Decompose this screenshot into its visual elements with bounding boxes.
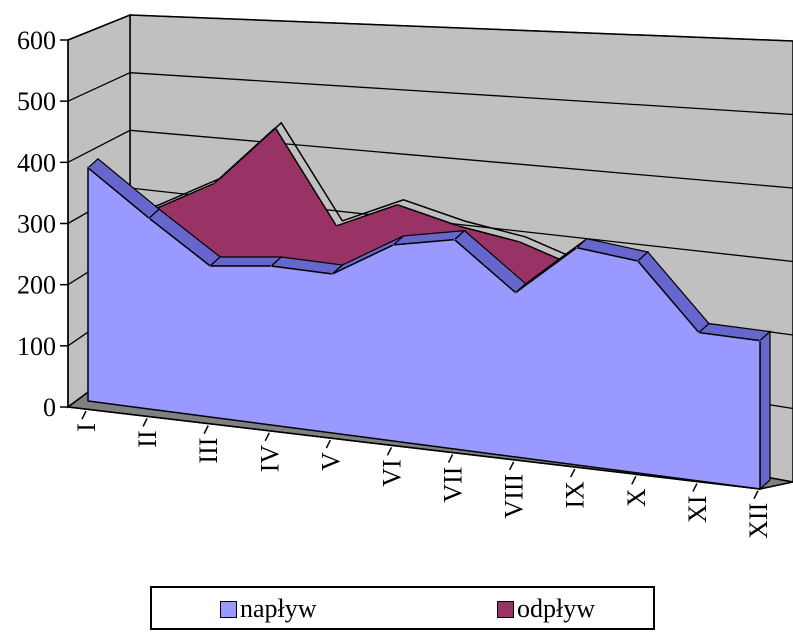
data-point-naplyw xyxy=(453,239,456,241)
legend-label-odplyw: odpływ xyxy=(517,594,595,623)
value-axis-tick-label: 300 xyxy=(17,210,56,239)
category-tick-label: XII xyxy=(744,503,773,539)
data-point-odplyw xyxy=(335,225,337,227)
data-point-odplyw xyxy=(213,182,215,184)
category-tick-label: II xyxy=(133,430,162,447)
value-axis-tick-label: 200 xyxy=(17,271,56,300)
category-axis xyxy=(67,406,761,490)
data-point-naplyw xyxy=(148,217,150,219)
gridline-back xyxy=(129,72,793,116)
data-point-naplyw xyxy=(331,273,333,275)
category-tick-label: VII xyxy=(439,467,468,503)
category-tick-label: IV xyxy=(255,445,284,473)
data-point-naplyw xyxy=(637,260,639,262)
data-point-naplyw xyxy=(515,292,517,294)
data-point-odplyw xyxy=(274,127,276,129)
value-axis-tick-label: 500 xyxy=(17,87,56,116)
category-axis-tick xyxy=(508,461,515,471)
value-axis-tick-label: 600 xyxy=(17,26,56,55)
category-tick-label: V xyxy=(316,452,345,471)
category-axis-tick xyxy=(631,475,637,485)
category-tick-label: I xyxy=(72,423,101,432)
category-axis-tick xyxy=(203,425,209,434)
category-tick-label: XI xyxy=(683,496,712,523)
area-naplyw-end xyxy=(759,330,771,491)
category-tick-label: VIII xyxy=(500,474,529,519)
category-axis-tick xyxy=(264,432,270,442)
value-axis-tick-label: 400 xyxy=(17,148,56,177)
data-point-odplyw xyxy=(457,225,460,227)
data-point-naplyw xyxy=(392,244,395,246)
gridline-side xyxy=(67,72,131,102)
value-axis-ticks: 0 100 200 300 400 500 600 xyxy=(17,26,68,422)
legend-item-naplyw: napływ xyxy=(220,594,317,624)
data-point-naplyw xyxy=(759,340,761,342)
gridline-side xyxy=(67,129,131,163)
category-axis-tick xyxy=(692,483,698,492)
data-point-odplyw xyxy=(519,241,521,243)
gridline-side xyxy=(67,14,131,41)
gridline-back xyxy=(129,14,793,42)
category-axis-tick xyxy=(81,410,87,420)
data-point-naplyw xyxy=(576,247,578,249)
data-point-naplyw xyxy=(698,332,700,334)
category-tick-label: IX xyxy=(561,481,590,509)
category-axis-tick xyxy=(325,439,332,449)
legend-swatch-naplyw xyxy=(220,600,237,618)
category-axis-tick xyxy=(753,490,759,500)
value-axis-tick-label: 0 xyxy=(43,393,56,422)
data-point-naplyw xyxy=(270,265,272,267)
category-axis-tick xyxy=(447,454,454,463)
data-point-naplyw xyxy=(87,167,89,169)
legend-swatch-odplyw xyxy=(497,600,514,618)
legend-item-odplyw: odpływ xyxy=(497,594,595,624)
data-point-odplyw xyxy=(396,204,399,206)
category-axis-tick xyxy=(142,418,148,427)
category-tick-label: III xyxy=(194,438,223,464)
series-naplyw xyxy=(87,158,772,491)
category-axis-tick xyxy=(570,468,576,478)
area-naplyw-ribbon xyxy=(208,256,283,267)
data-point-naplyw xyxy=(209,265,211,267)
legend-label-naplyw: napływ xyxy=(240,594,317,623)
category-axis-ticks: III III IV V VI VII VIII IX X XI XII xyxy=(72,410,773,539)
category-tick-label: X xyxy=(622,488,651,507)
category-tick-label: VI xyxy=(377,459,406,486)
legend: napływ odpływ xyxy=(150,586,655,630)
category-axis-tick xyxy=(386,446,393,456)
value-axis-tick-label: 100 xyxy=(17,332,56,361)
gridline-back xyxy=(129,129,793,189)
